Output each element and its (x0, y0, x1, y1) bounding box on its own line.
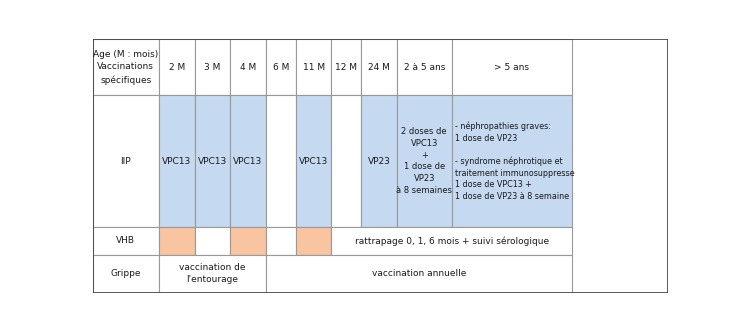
Bar (93, 39, 159, 95)
Text: VPC13: VPC13 (197, 157, 227, 165)
Bar (266, 227, 296, 255)
Bar (93, 255, 159, 293)
Text: 4 M: 4 M (240, 63, 256, 72)
Bar (296, 95, 332, 227)
Bar (230, 39, 266, 95)
Text: VP23: VP23 (368, 157, 390, 165)
Text: VHB: VHB (116, 236, 135, 245)
Bar (266, 255, 572, 293)
Bar (230, 95, 266, 227)
Text: VPC13: VPC13 (162, 157, 191, 165)
Text: 6 M: 6 M (272, 63, 289, 72)
Bar (230, 227, 266, 255)
Bar (194, 39, 230, 95)
Text: IIP: IIP (120, 157, 131, 165)
Bar (452, 95, 572, 227)
Bar (332, 227, 572, 255)
Text: > 5 ans: > 5 ans (494, 63, 530, 72)
Bar (266, 39, 296, 95)
Bar (159, 255, 266, 293)
Bar (296, 39, 332, 95)
Text: Age (M : mois)
Vaccinations
spécifiques: Age (M : mois) Vaccinations spécifiques (93, 50, 159, 85)
Bar (159, 95, 194, 227)
Text: vaccination annuelle: vaccination annuelle (372, 269, 466, 278)
Text: 12 M: 12 M (335, 63, 358, 72)
Text: rattrapage 0, 1, 6 mois + suivi sérologique: rattrapage 0, 1, 6 mois + suivi sérologi… (355, 236, 549, 246)
Bar (332, 39, 361, 95)
Text: VPC13: VPC13 (234, 157, 263, 165)
Text: 2 M: 2 M (168, 63, 185, 72)
Text: - néphropathies graves:
1 dose de VP23

- syndrome néphrotique et
traitement imm: - néphropathies graves: 1 dose de VP23 -… (455, 122, 574, 200)
Text: 2 à 5 ans: 2 à 5 ans (404, 63, 445, 72)
Bar (93, 227, 159, 255)
Bar (194, 227, 230, 255)
Bar (194, 95, 230, 227)
Text: 2 doses de
VPC13
+
1 dose de
VP23
à 8 semaines: 2 doses de VPC13 + 1 dose de VP23 à 8 se… (396, 127, 453, 195)
Bar (361, 39, 397, 95)
Text: 11 M: 11 M (303, 63, 325, 72)
Bar (332, 95, 361, 227)
Bar (159, 227, 194, 255)
Bar (397, 39, 452, 95)
Bar (397, 95, 452, 227)
Bar (361, 95, 397, 227)
Bar (159, 39, 194, 95)
Bar (266, 95, 296, 227)
Text: Grippe: Grippe (111, 269, 141, 278)
Bar (452, 39, 572, 95)
Bar (93, 95, 159, 227)
Text: VPC13: VPC13 (299, 157, 328, 165)
Text: vaccination de
l'entourage: vaccination de l'entourage (179, 264, 246, 284)
Text: 3 M: 3 M (204, 63, 220, 72)
Text: 24 M: 24 M (368, 63, 390, 72)
Bar (296, 227, 332, 255)
